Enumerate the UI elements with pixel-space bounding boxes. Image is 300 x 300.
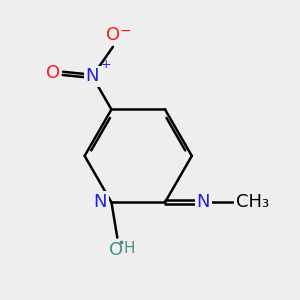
Text: +: + [100,58,111,71]
Text: CH₃: CH₃ [236,193,269,211]
Text: O: O [46,64,60,82]
Text: O: O [106,26,120,44]
Text: −: − [119,24,131,38]
Text: N: N [196,193,210,211]
Text: N: N [94,193,107,211]
Text: N: N [85,67,99,85]
Text: H: H [124,242,135,256]
Text: O: O [109,241,123,259]
